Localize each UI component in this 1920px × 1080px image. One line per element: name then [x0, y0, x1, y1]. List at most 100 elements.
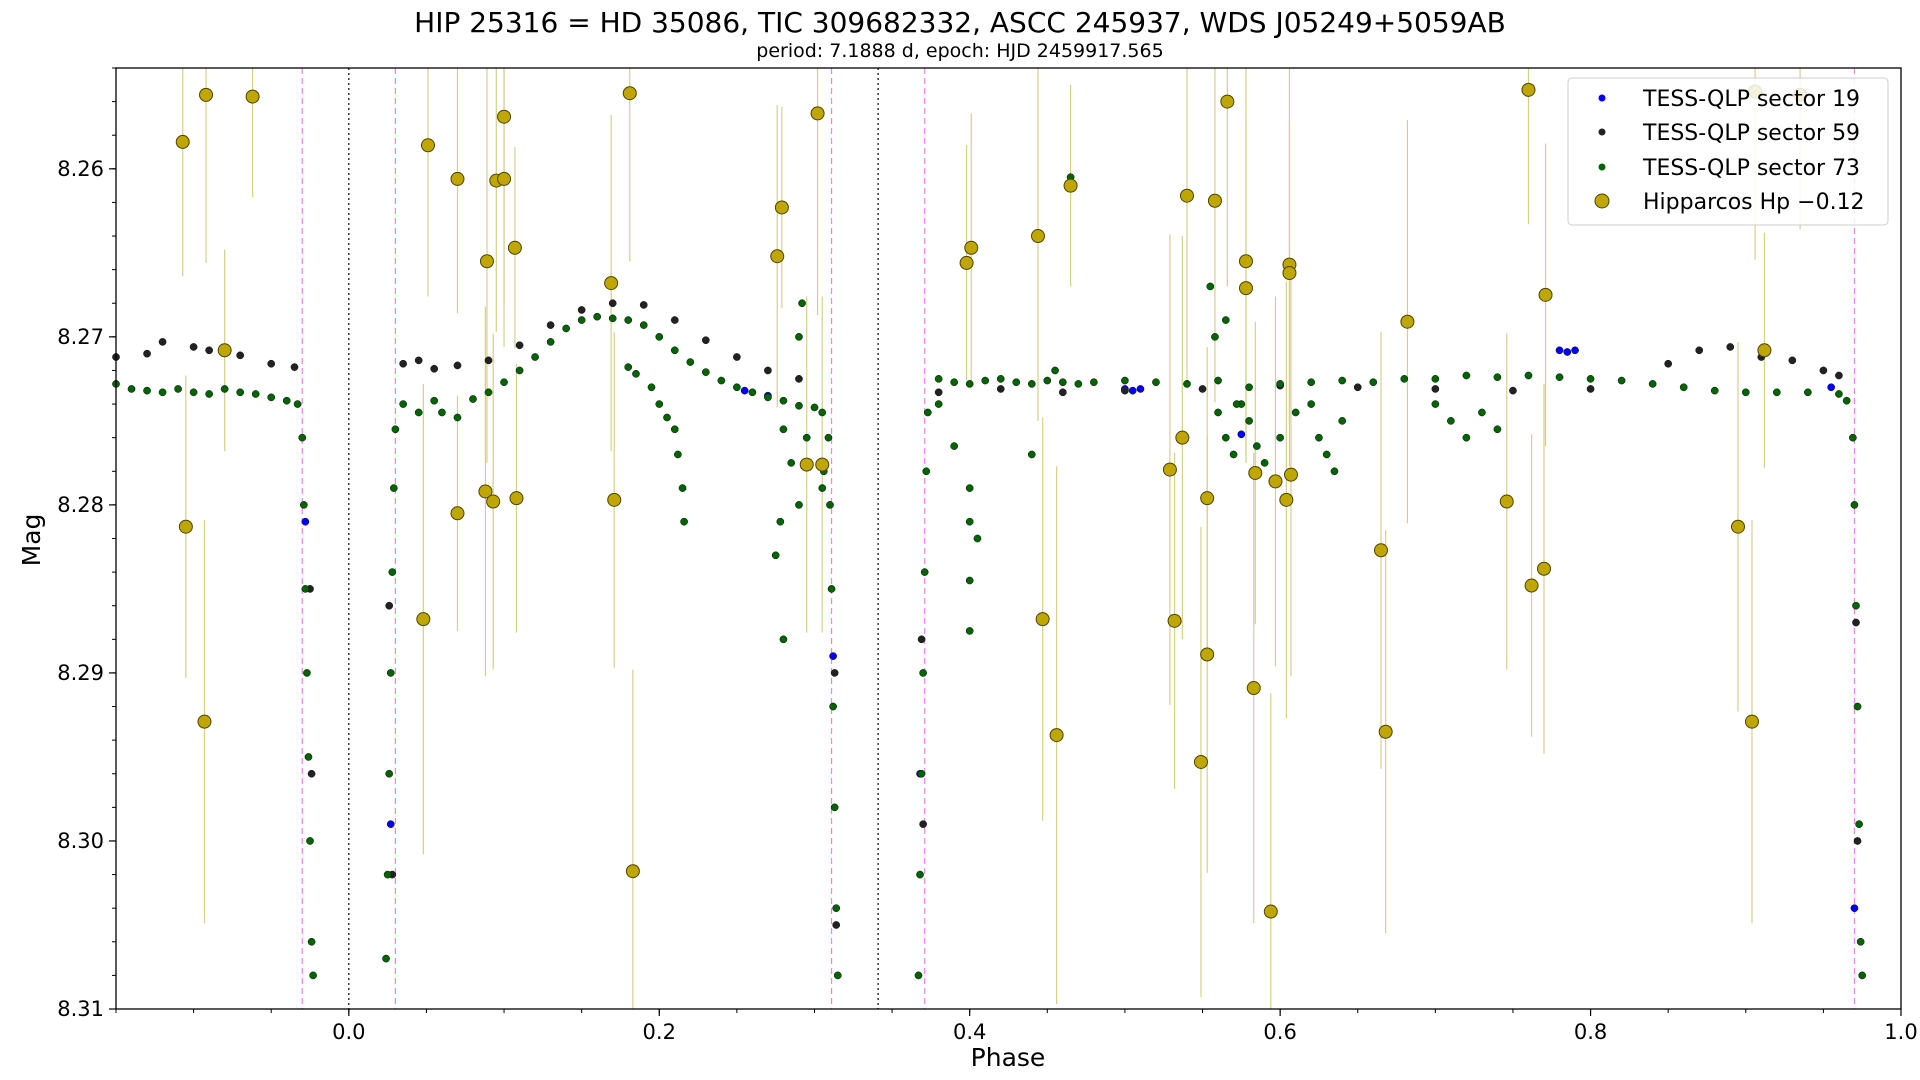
tess-point-series-2: [919, 669, 927, 677]
tess-point-series-2: [1524, 371, 1533, 380]
tess-point-series-2: [1852, 601, 1860, 610]
tess-point-series-1: [733, 353, 741, 361]
hipparcos-point: [1167, 613, 1182, 628]
tess-point-series-2: [414, 408, 423, 417]
x-tick-label: 0.0: [332, 1020, 365, 1044]
tess-point-series-2: [1211, 333, 1219, 341]
tess-point-series-2: [1245, 417, 1253, 425]
tess-point-series-2: [1493, 425, 1502, 434]
tess-point-series-2: [810, 403, 819, 412]
x-axis-label: Phase: [971, 1043, 1046, 1072]
tess-point-series-1: [205, 346, 213, 355]
hipparcos-point: [1248, 465, 1263, 480]
y-tick-label: 8.30: [57, 829, 104, 853]
tess-point-series-2: [1431, 375, 1440, 383]
tess-point-series-2: [1338, 376, 1347, 385]
tess-point-series-1: [484, 356, 493, 365]
tess-point-series-2: [1012, 378, 1021, 387]
tess-point-series-2: [1462, 371, 1471, 380]
tess-point-series-1: [832, 921, 841, 929]
tess-point-series-2: [647, 383, 656, 392]
x-tick-label: 1.0: [1884, 1020, 1917, 1044]
hipparcos-point: [1246, 681, 1261, 696]
tess-point-series-2: [1447, 417, 1455, 425]
legend-marker-hipparcos: [1594, 193, 1610, 209]
hipparcos-point: [199, 87, 214, 102]
reference-lines: [301, 68, 1856, 1009]
tess-point-series-2: [220, 385, 229, 393]
tess-point-series-1: [430, 364, 439, 373]
tess-point-series-2: [1027, 380, 1036, 388]
hipparcos-point: [607, 492, 622, 507]
hipparcos-point: [1283, 467, 1298, 482]
tess-point-series-1: [919, 820, 927, 829]
tess-point-series-2: [670, 346, 679, 355]
x-tick-label: 0.2: [643, 1020, 676, 1044]
tess-point-series-2: [251, 390, 260, 398]
tess-point-series-2: [826, 501, 834, 509]
tess-point-series-1: [608, 299, 617, 308]
tess-point-series-1: [189, 343, 198, 351]
y-tick-label: 8.26: [57, 157, 104, 181]
hipparcos-point: [799, 457, 814, 472]
tess-point-series-2: [779, 635, 788, 644]
tess-point-series-1: [1509, 386, 1517, 395]
tess-point-series-2: [1307, 378, 1316, 387]
tess-point-series-2: [655, 400, 664, 408]
tess-point-series-2: [389, 484, 398, 492]
tess-point-series-2: [678, 484, 687, 492]
tess-point-series-1: [515, 341, 524, 350]
tess-point-series-2: [205, 390, 213, 398]
tess-point-series-2: [158, 388, 167, 397]
tess-point-series-2: [1051, 366, 1059, 375]
tess-point-series-2: [798, 299, 806, 308]
tess-point-series-2: [802, 433, 811, 442]
tess-point-series-2: [1493, 373, 1502, 382]
hipparcos-point: [815, 457, 830, 472]
hipparcos-point: [1263, 904, 1278, 919]
tess-point-series-0: [1555, 346, 1564, 355]
tess-point-series-2: [965, 517, 974, 526]
tess-point-series-2: [1850, 501, 1859, 509]
tess-point-series-1: [795, 375, 803, 383]
tess-point-series-2: [1835, 390, 1843, 398]
hipparcos-point: [450, 506, 465, 521]
hipparcos-point: [964, 240, 979, 255]
tess-point-series-2: [680, 517, 688, 526]
hipparcos-point: [420, 138, 435, 153]
hipparcos-point: [1180, 188, 1194, 203]
hipparcos-point: [1521, 82, 1536, 97]
tess-point-series-1: [830, 669, 839, 677]
tess-point-series-2: [624, 316, 633, 324]
tess-point-series-2: [282, 396, 291, 405]
tess-point-series-2: [827, 585, 836, 593]
x-tick-label: 0.6: [1263, 1020, 1296, 1044]
tess-point-series-2: [1307, 400, 1316, 408]
tess-point-series-2: [1221, 433, 1230, 442]
hipparcos-point: [1731, 519, 1746, 534]
tess-point-series-2: [500, 378, 508, 387]
tess-point-series-2: [577, 316, 586, 324]
tess-point-series-1: [290, 363, 299, 371]
tess-point-series-2: [1043, 376, 1052, 385]
hipparcos-point: [1524, 578, 1539, 593]
hipparcos-point: [1220, 94, 1235, 109]
hipparcos-point: [1030, 229, 1045, 244]
tess-point-series-2: [469, 395, 477, 403]
tess-point-series-1: [1198, 385, 1207, 393]
legend-marker-sector-19: [1598, 94, 1606, 102]
tess-point-series-2: [996, 375, 1005, 383]
tess-point-series-2: [965, 484, 974, 492]
hipparcos-point: [450, 171, 465, 186]
tess-point-series-2: [701, 368, 710, 376]
tess-point-series-2: [1856, 937, 1865, 946]
tess-point-series-2: [593, 312, 602, 321]
tess-point-series-1: [996, 385, 1005, 393]
tess-point-series-2: [922, 467, 931, 476]
tess-point-series-2: [1853, 702, 1862, 711]
tess-point-series-2: [920, 568, 929, 576]
hipparcos-point: [622, 86, 637, 101]
hipparcos-point: [178, 519, 193, 534]
tess-point-series-1: [546, 321, 555, 329]
tess-point-series-1: [307, 769, 316, 778]
